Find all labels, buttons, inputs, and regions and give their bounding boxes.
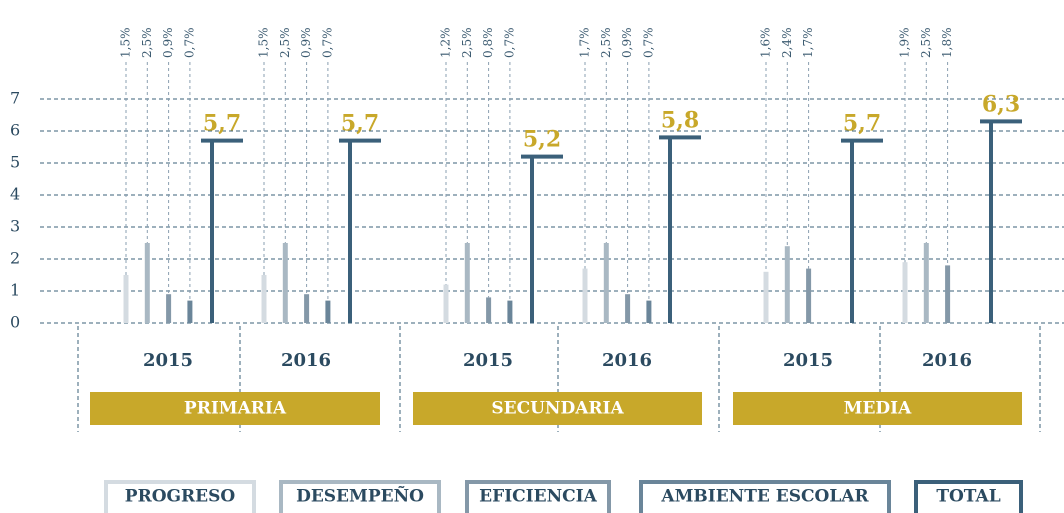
total-bar — [668, 137, 672, 323]
y-tick-label: 2 — [10, 249, 20, 268]
legend-label: DESEMPEÑO — [296, 485, 424, 507]
legend-label: TOTAL — [936, 487, 1000, 507]
bar — [123, 275, 129, 323]
value-label: 1,7% — [801, 28, 815, 59]
value-label: 2,5% — [599, 28, 613, 59]
value-label: 0,7% — [641, 28, 655, 59]
y-tick-label: 7 — [10, 89, 20, 108]
value-label: 0,8% — [481, 28, 495, 59]
total-bar — [348, 140, 352, 323]
value-label: 1,8% — [940, 28, 954, 59]
total-cap — [201, 138, 243, 143]
bar — [304, 294, 310, 323]
value-label: 1,6% — [759, 28, 773, 59]
bar — [945, 265, 951, 323]
legend-label: EFICIENCIA — [479, 487, 597, 507]
legend-box — [279, 480, 441, 513]
group-label: PRIMARIA — [184, 399, 287, 419]
value-label: 2,5% — [919, 28, 933, 59]
value-label: 1,9% — [898, 28, 912, 59]
value-label: 2,5% — [278, 28, 292, 59]
x-tick-label: 2015 — [783, 350, 833, 371]
bar — [486, 297, 492, 323]
group-band — [413, 392, 702, 425]
bar — [166, 294, 172, 323]
bar — [282, 243, 288, 323]
y-tick-label: 4 — [10, 185, 20, 204]
x-tick-label: 2015 — [143, 350, 193, 371]
value-label: 2,5% — [140, 28, 154, 59]
total-cap — [841, 138, 883, 143]
value-label: 0,9% — [299, 28, 313, 59]
x-tick-label: 2015 — [463, 350, 513, 371]
bar — [261, 275, 267, 323]
bar — [464, 243, 470, 323]
total-label: 5,2 — [523, 127, 561, 153]
y-tick-label: 1 — [10, 281, 20, 300]
bar — [443, 284, 449, 323]
y-tick-label: 5 — [10, 153, 20, 172]
total-cap — [521, 154, 563, 159]
value-label: 0,7% — [320, 28, 334, 59]
legend-label: PROGRESO — [125, 487, 236, 507]
bar — [784, 246, 790, 323]
x-tick-label: 2016 — [602, 350, 652, 371]
bar — [144, 243, 150, 323]
total-bar — [850, 140, 854, 323]
total-bar — [989, 121, 993, 324]
y-tick-label: 0 — [10, 313, 20, 332]
group-label: MEDIA — [844, 399, 912, 419]
y-tick-label: 6 — [10, 121, 20, 140]
group-band — [90, 392, 380, 425]
total-cap — [980, 119, 1022, 124]
total-cap — [659, 135, 701, 140]
bar — [325, 300, 331, 323]
total-label: 5,7 — [843, 111, 881, 137]
total-label: 6,3 — [982, 91, 1020, 117]
legend-label: AMBIENTE ESCOLAR — [660, 487, 869, 507]
total-bar — [530, 156, 534, 323]
bar — [763, 271, 769, 323]
legend-box — [639, 480, 891, 513]
total-label: 5,8 — [661, 107, 699, 133]
bar — [806, 268, 812, 323]
group-label: SECUNDARIA — [491, 399, 624, 419]
legend-box — [914, 480, 1023, 513]
legend-box — [104, 480, 256, 513]
x-tick-label: 2016 — [281, 350, 331, 371]
value-label: 1,5% — [257, 28, 271, 59]
bar — [582, 268, 588, 323]
total-label: 5,7 — [341, 111, 379, 137]
x-tick-label: 2016 — [922, 350, 972, 371]
value-label: 1,2% — [439, 28, 453, 59]
y-tick-label: 3 — [10, 217, 20, 236]
value-label: 0,7% — [502, 28, 516, 59]
value-label: 0,9% — [161, 28, 175, 59]
legend-box — [465, 480, 611, 513]
bar — [646, 300, 652, 323]
bar — [625, 294, 631, 323]
bar — [902, 262, 908, 323]
group-band — [733, 392, 1022, 425]
total-bar — [210, 140, 214, 323]
bar — [507, 300, 513, 323]
total-cap — [339, 138, 381, 143]
value-label: 1,7% — [578, 28, 592, 59]
bar — [603, 243, 609, 323]
bar — [187, 300, 193, 323]
total-label: 5,7 — [203, 111, 241, 137]
value-label: 1,5% — [119, 28, 133, 59]
value-label: 2,5% — [460, 28, 474, 59]
value-label: 0,9% — [620, 28, 634, 59]
bar — [923, 243, 929, 323]
value-label: 0,7% — [182, 28, 196, 59]
value-label: 2,4% — [780, 28, 794, 59]
